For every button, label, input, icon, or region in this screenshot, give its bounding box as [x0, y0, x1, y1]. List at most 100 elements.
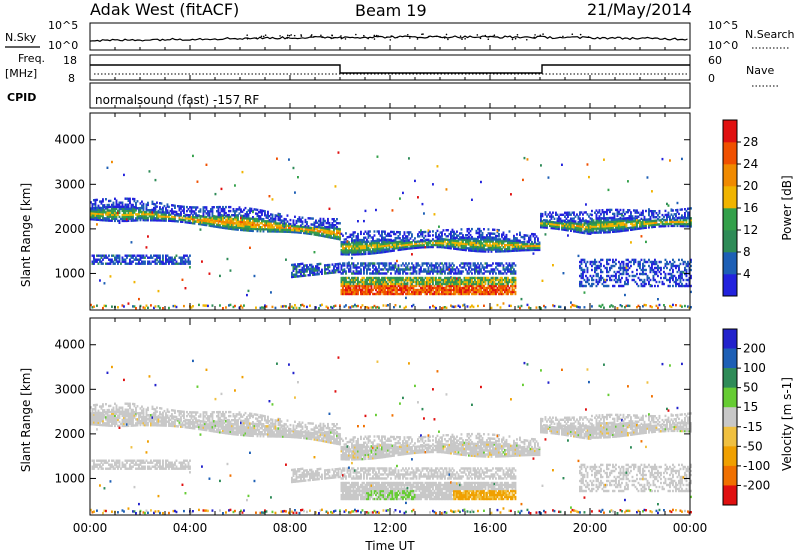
power-cell [477, 280, 479, 284]
power-cell [561, 224, 563, 227]
power-cell [247, 213, 250, 216]
power-cell [454, 241, 457, 244]
power-cell [322, 230, 325, 234]
power-cell [408, 276, 410, 280]
power-cell [309, 273, 311, 277]
power-cell [532, 244, 535, 248]
power-cell [358, 243, 361, 246]
power-cell [390, 278, 392, 282]
power-cell [559, 213, 562, 216]
power-cell [513, 288, 515, 292]
power-cell [598, 231, 601, 234]
power-cell [160, 219, 163, 222]
power-cell [388, 266, 391, 269]
power-cell [100, 200, 103, 203]
power-cell [457, 240, 460, 243]
power-cell [430, 276, 433, 280]
power-cell [429, 270, 431, 273]
power-cell [622, 229, 625, 232]
power-cell [174, 210, 176, 213]
nave-label: Nave [746, 64, 774, 77]
power-cell [489, 290, 491, 294]
power-cell [453, 278, 455, 282]
power-cell [348, 251, 350, 254]
power-cell [396, 278, 398, 282]
power-cell [589, 260, 592, 264]
power-cell [214, 219, 217, 222]
noise-search-point [484, 34, 487, 37]
power-cell [591, 219, 593, 222]
power-cell [346, 249, 349, 252]
power-cell [477, 245, 479, 249]
power-cell [550, 220, 553, 224]
power-cell [217, 214, 220, 217]
power-cell [334, 227, 337, 230]
power-cell [454, 268, 457, 271]
power-cell [130, 209, 133, 212]
power-cell [421, 242, 424, 245]
power-cell [561, 213, 563, 216]
power-cell [613, 222, 616, 225]
power-cell [262, 220, 265, 223]
power-cell [291, 275, 293, 279]
power-cell [246, 221, 248, 224]
power-cell [291, 305, 293, 308]
power-cell [396, 286, 398, 290]
power-cell [364, 250, 367, 254]
power-cell [372, 272, 374, 275]
power-cell [610, 278, 613, 282]
power-cell [121, 304, 124, 307]
power-cell [132, 207, 134, 210]
power-cell [217, 217, 220, 221]
power-cell [376, 280, 379, 284]
power-cell [219, 274, 221, 278]
power-cell [498, 288, 500, 292]
power-cell [492, 232, 494, 235]
power-cell [489, 248, 491, 251]
power-cell [618, 228, 620, 231]
power-cell [370, 284, 373, 288]
power-cell [607, 258, 610, 262]
power-cell [396, 242, 398, 246]
power-cell [255, 306, 257, 309]
power-cell [421, 286, 424, 290]
power-cell [625, 258, 628, 262]
power-cell [345, 282, 347, 286]
power-cell [325, 272, 328, 275]
power-cell [487, 282, 490, 286]
power-cell [244, 215, 247, 218]
power-cell [274, 222, 277, 225]
power-cell [135, 204, 137, 207]
power-cell [495, 284, 497, 288]
power-cell [577, 226, 580, 230]
power-cell [535, 242, 538, 246]
power-cell [576, 226, 578, 229]
power-cell [499, 292, 502, 296]
power-cell [244, 206, 247, 210]
noise-search-point [385, 36, 388, 38]
power-cell [499, 270, 502, 273]
power-cell [481, 233, 484, 237]
power-cell [483, 240, 485, 243]
power-cell [621, 272, 623, 276]
power-cell [453, 305, 455, 309]
power-cell [99, 206, 101, 210]
power-cell [498, 250, 500, 253]
power-cell [112, 211, 115, 214]
power-cell [258, 227, 260, 231]
power-cell [358, 247, 361, 250]
power-cell [453, 241, 455, 244]
power-cell [507, 247, 509, 251]
power-cell [483, 250, 485, 253]
power-cell [402, 239, 404, 242]
power-cell [352, 247, 355, 250]
power-cell [439, 231, 442, 234]
power-cell [303, 272, 305, 275]
power-cell [478, 264, 481, 267]
power-cell [457, 284, 460, 288]
power-cell [261, 218, 263, 221]
power-cell [231, 219, 233, 223]
power-cell [622, 272, 625, 276]
power-cell [543, 304, 545, 308]
power-cell [430, 243, 433, 247]
